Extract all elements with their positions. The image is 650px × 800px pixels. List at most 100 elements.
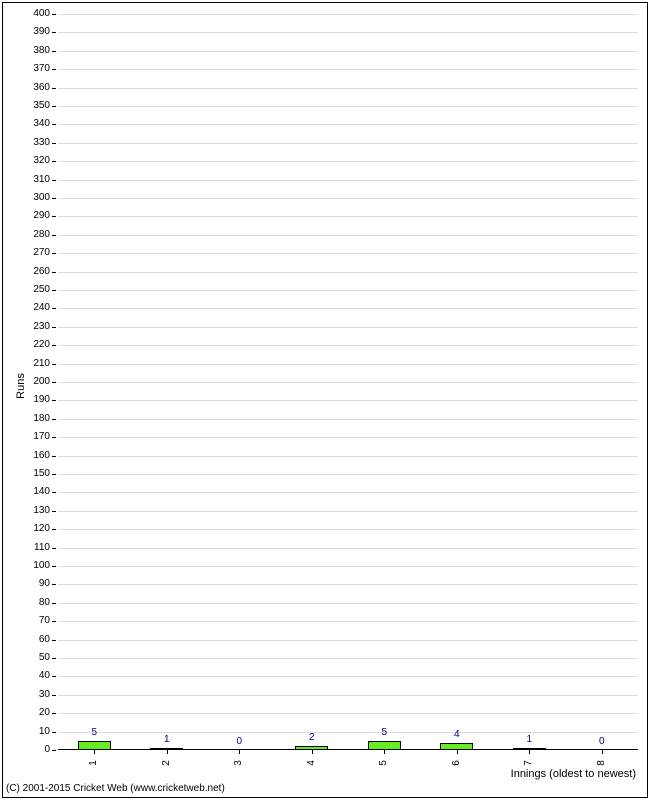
y-tick bbox=[52, 14, 56, 15]
grid-line bbox=[58, 198, 638, 199]
grid-line bbox=[58, 658, 638, 659]
grid-line bbox=[58, 456, 638, 457]
grid-line bbox=[58, 437, 638, 438]
y-tick-label: 190 bbox=[33, 395, 50, 405]
grid-line bbox=[58, 14, 638, 15]
y-tick bbox=[52, 548, 56, 549]
y-tick bbox=[52, 88, 56, 89]
grid-line bbox=[58, 272, 638, 273]
grid-line bbox=[58, 345, 638, 346]
bar-value-label: 5 bbox=[91, 728, 97, 738]
y-tick-label: 90 bbox=[39, 579, 50, 589]
x-tick-label: 7 bbox=[524, 753, 534, 773]
grid-line bbox=[58, 621, 638, 622]
x-tick-label: 6 bbox=[452, 753, 462, 773]
y-tick-label: 230 bbox=[33, 322, 50, 332]
y-tick-label: 160 bbox=[33, 451, 50, 461]
grid-line bbox=[58, 511, 638, 512]
grid-line bbox=[58, 584, 638, 585]
y-tick bbox=[52, 676, 56, 677]
y-tick-label: 10 bbox=[39, 727, 50, 737]
y-tick-label: 360 bbox=[33, 83, 50, 93]
grid-line bbox=[58, 143, 638, 144]
x-tick-label: 4 bbox=[307, 753, 317, 773]
y-tick bbox=[52, 327, 56, 328]
y-tick bbox=[52, 750, 56, 751]
grid-line bbox=[58, 548, 638, 549]
y-tick-label: 330 bbox=[33, 138, 50, 148]
grid-line bbox=[58, 124, 638, 125]
y-tick bbox=[52, 290, 56, 291]
grid-line bbox=[58, 732, 638, 733]
bar bbox=[440, 743, 473, 750]
grid-line bbox=[58, 308, 638, 309]
y-tick-label: 280 bbox=[33, 230, 50, 240]
y-tick bbox=[52, 253, 56, 254]
y-tick-label: 400 bbox=[33, 9, 50, 19]
y-tick-label: 60 bbox=[39, 635, 50, 645]
y-tick bbox=[52, 198, 56, 199]
y-tick-label: 380 bbox=[33, 46, 50, 56]
y-tick bbox=[52, 216, 56, 217]
y-tick bbox=[52, 529, 56, 530]
bar bbox=[78, 741, 111, 750]
y-tick-label: 70 bbox=[39, 616, 50, 626]
y-tick-label: 100 bbox=[33, 561, 50, 571]
y-tick bbox=[52, 51, 56, 52]
grid-line bbox=[58, 676, 638, 677]
y-tick-label: 350 bbox=[33, 101, 50, 111]
y-tick-label: 390 bbox=[33, 27, 50, 37]
y-tick bbox=[52, 364, 56, 365]
bar bbox=[368, 741, 401, 750]
y-tick bbox=[52, 456, 56, 457]
y-tick bbox=[52, 695, 56, 696]
grid-line bbox=[58, 529, 638, 530]
y-tick bbox=[52, 143, 56, 144]
x-axis-line bbox=[58, 749, 638, 750]
y-tick bbox=[52, 400, 56, 401]
grid-line bbox=[58, 603, 638, 604]
grid-line bbox=[58, 106, 638, 107]
grid-line bbox=[58, 51, 638, 52]
y-axis-title: Runs bbox=[15, 373, 27, 399]
grid-line bbox=[58, 161, 638, 162]
x-tick-label: 8 bbox=[597, 753, 607, 773]
grid-line bbox=[58, 640, 638, 641]
y-tick-label: 120 bbox=[33, 524, 50, 534]
x-tick-label: 1 bbox=[89, 753, 99, 773]
bar-value-label: 1 bbox=[164, 735, 170, 745]
y-tick bbox=[52, 235, 56, 236]
y-tick-label: 290 bbox=[33, 211, 50, 221]
y-tick bbox=[52, 106, 56, 107]
y-tick bbox=[52, 474, 56, 475]
y-tick bbox=[52, 308, 56, 309]
y-tick-label: 240 bbox=[33, 303, 50, 313]
grid-line bbox=[58, 382, 638, 383]
y-tick bbox=[52, 492, 56, 493]
y-tick bbox=[52, 272, 56, 273]
y-tick-label: 250 bbox=[33, 285, 50, 295]
y-tick bbox=[52, 640, 56, 641]
copyright-text: (C) 2001-2015 Cricket Web (www.cricketwe… bbox=[6, 783, 225, 794]
y-tick-label: 200 bbox=[33, 377, 50, 387]
grid-line bbox=[58, 216, 638, 217]
y-tick-label: 40 bbox=[39, 671, 50, 681]
y-tick bbox=[52, 621, 56, 622]
y-tick bbox=[52, 124, 56, 125]
y-tick bbox=[52, 511, 56, 512]
grid-line bbox=[58, 566, 638, 567]
y-tick-label: 30 bbox=[39, 690, 50, 700]
grid-line bbox=[58, 364, 638, 365]
bar-value-label: 5 bbox=[381, 728, 387, 738]
grid-line bbox=[58, 88, 638, 89]
y-tick bbox=[52, 584, 56, 585]
y-tick bbox=[52, 180, 56, 181]
y-tick-label: 270 bbox=[33, 248, 50, 258]
bar-value-label: 0 bbox=[599, 737, 605, 747]
x-tick-label: 2 bbox=[162, 753, 172, 773]
y-tick-label: 0 bbox=[44, 745, 50, 755]
grid-line bbox=[58, 290, 638, 291]
y-tick-label: 20 bbox=[39, 708, 50, 718]
grid-line bbox=[58, 180, 638, 181]
y-tick bbox=[52, 437, 56, 438]
